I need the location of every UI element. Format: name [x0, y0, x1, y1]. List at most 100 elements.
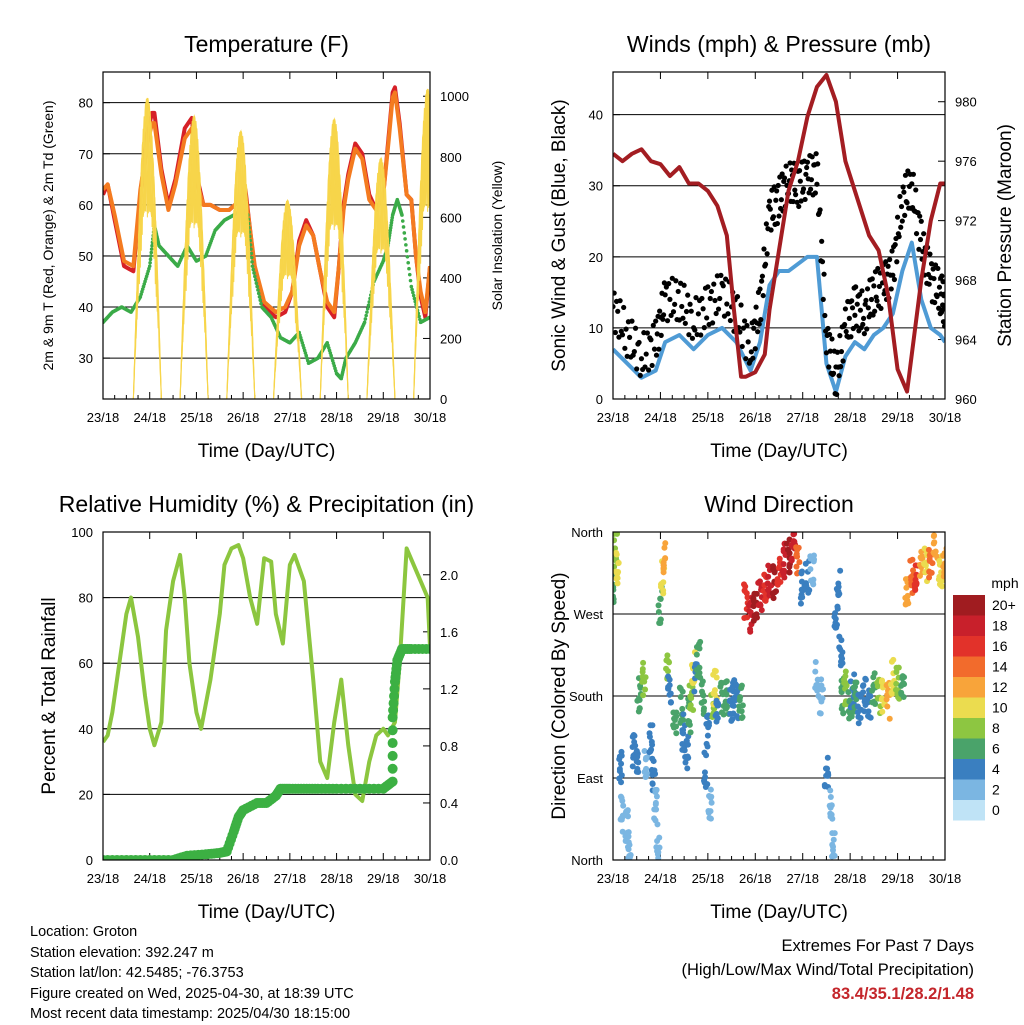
gust-point	[853, 323, 860, 329]
y2-tick-label-1: 960	[955, 392, 977, 407]
dewpoint_2m-point	[257, 295, 262, 299]
direction-point	[940, 563, 945, 570]
y2-tick-label-0: 800	[440, 150, 462, 165]
temp_9m-line	[103, 90, 430, 315]
direction-point	[642, 766, 649, 773]
gust-point	[673, 278, 679, 284]
gust-point	[745, 339, 751, 345]
gust-point	[819, 259, 826, 265]
gust-point	[637, 372, 643, 378]
direction-point	[780, 570, 787, 577]
x-tick-label-0: 25/18	[180, 410, 213, 425]
gust-point	[808, 177, 815, 183]
gust-point	[814, 181, 820, 187]
gust-point	[688, 308, 694, 314]
gust-point	[723, 276, 729, 282]
dewpoint_2m-point	[401, 225, 406, 229]
direction-point	[907, 557, 914, 564]
direction-point	[636, 705, 643, 712]
direction-point	[765, 587, 772, 594]
direction-point	[699, 678, 706, 685]
gust-point	[759, 278, 765, 284]
direction-point	[824, 754, 831, 761]
direction-point	[855, 720, 862, 727]
gust-point	[921, 231, 927, 237]
direction-point	[677, 694, 684, 701]
y-tick-label-1: 10	[589, 321, 603, 336]
dewpoint_2m-point	[149, 254, 153, 258]
y2-tick-label-2: 0.0	[440, 853, 458, 868]
gust-point	[913, 230, 920, 237]
gust-point	[838, 348, 845, 355]
dewpoint_2m-point	[365, 306, 370, 311]
gust-point	[740, 325, 747, 331]
gust-point	[711, 281, 717, 287]
dewpoint_2m-point	[259, 301, 263, 306]
direction-point	[679, 688, 686, 695]
legend-label: 4	[992, 761, 1000, 777]
direction-point	[931, 539, 938, 546]
direction-point	[843, 682, 850, 689]
direction-point	[616, 768, 623, 775]
direction-point	[904, 597, 911, 604]
direction-point	[634, 753, 641, 760]
dewpoint_2m-point	[411, 293, 416, 298]
direction-point	[830, 836, 837, 843]
gust-point	[760, 292, 766, 299]
direction-point	[640, 692, 647, 699]
direction-point	[686, 705, 693, 712]
direction-point	[840, 709, 847, 716]
dewpoint_2m-point	[404, 249, 409, 253]
gust-point	[672, 301, 678, 307]
x-tick-label-2: 30/18	[414, 871, 447, 886]
gust-point	[902, 212, 908, 218]
direction-point	[652, 789, 659, 796]
gust-point	[653, 352, 660, 358]
direction-point	[640, 659, 647, 666]
gust-point	[787, 160, 793, 166]
y-tick-label-0: 40	[79, 300, 93, 315]
panel-1: Winds (mph) & Pressure (mb) Time (Day/UTC…	[549, 31, 1016, 462]
direction-point	[893, 680, 900, 687]
plot-area-3	[613, 532, 945, 860]
gust-point	[661, 280, 667, 286]
gust-point	[872, 308, 878, 314]
direction-point	[639, 666, 646, 673]
panel-0: Temperature (F) Time (Day/UTC) 30 40 50 60 70 8…	[40, 31, 505, 462]
direction-point	[860, 682, 867, 689]
direction-point	[739, 714, 746, 721]
dewpoint_2m-point	[364, 313, 368, 318]
x-tick-label-0: 26/18	[227, 410, 260, 425]
gust-point	[613, 329, 618, 336]
gust-point	[804, 159, 811, 165]
y2-tick-label-1: 964	[955, 333, 977, 348]
total_precipitation-point	[387, 763, 398, 774]
y2-tick-label-1: 968	[955, 273, 977, 288]
gust-point	[918, 218, 924, 224]
gust-point	[644, 330, 650, 336]
direction-point	[703, 721, 710, 728]
direction-point	[758, 607, 765, 614]
direction-point	[790, 538, 797, 545]
gust-point	[642, 364, 648, 370]
x-tick-label-2: 27/18	[274, 871, 307, 886]
gust-point	[862, 301, 868, 307]
dewpoint_2m-point	[250, 260, 254, 264]
direction-point	[629, 763, 636, 770]
total_precipitation-point	[388, 705, 399, 716]
direction-point	[613, 532, 618, 537]
gust-point	[889, 248, 895, 254]
x-tick-label-0: 27/18	[274, 410, 307, 425]
direction-point	[867, 714, 874, 721]
direction-point	[807, 553, 814, 560]
y-axis-label-3: Direction (Colored By Speed)	[549, 572, 570, 819]
direction-point	[872, 701, 879, 708]
y2-axis-label-1: Station Pressure (Maroon)	[995, 124, 1016, 347]
direction-point	[708, 799, 715, 806]
x-tick-label-0: 24/18	[133, 410, 166, 425]
direction-point	[693, 651, 700, 658]
gust-point	[909, 181, 915, 187]
direction-point	[618, 779, 625, 786]
direction-point	[703, 781, 710, 788]
gust-point	[885, 263, 891, 269]
